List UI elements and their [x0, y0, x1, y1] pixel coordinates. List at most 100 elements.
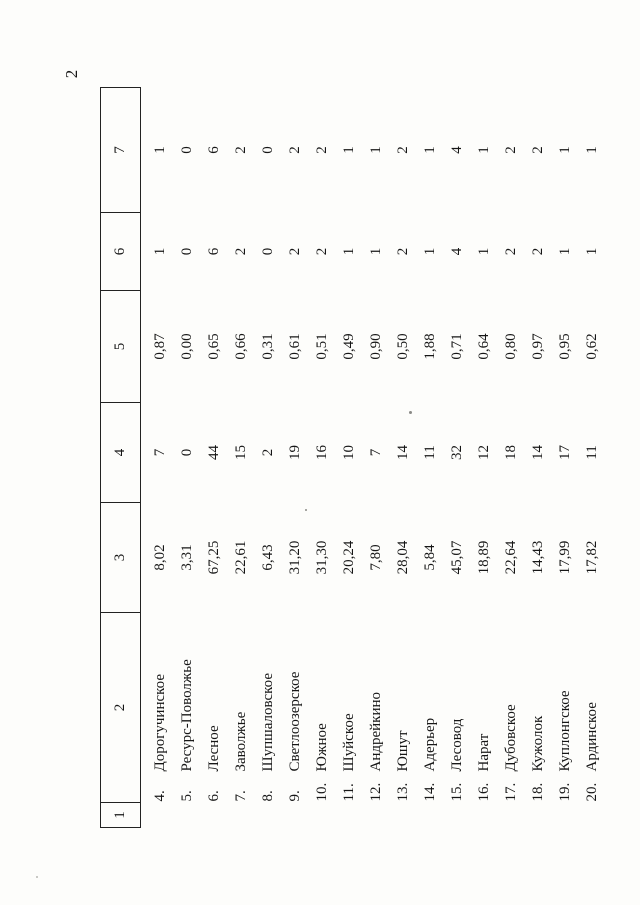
table-row: 14.Адерьер 5,84 11 1,88 1 1	[417, 88, 444, 828]
value-cell-c7: 1	[422, 146, 438, 154]
table-body: 4.Дорогучинское 8,02 7 0,87 1 1 5.Ресурс-Повол…	[141, 88, 607, 828]
table-row: 13. Юшут 28,04 14 0,50 2 2	[390, 88, 417, 828]
col1-empty-cell	[417, 803, 444, 828]
col1-empty-cell	[525, 803, 552, 828]
row-number: 5.	[179, 790, 195, 802]
table-row: 10. Южное 31,30 16 0,51 2 2	[309, 88, 336, 828]
row-name: Кужолок	[530, 715, 546, 772]
value-cell-c7: 1	[557, 146, 573, 154]
value-cell-c5: 0,00	[179, 333, 195, 360]
row-name-cell: 5. Ресурс-Поволжье	[174, 613, 201, 803]
row-name: Юшут	[395, 730, 411, 772]
value-cell-c3: 3,31	[179, 544, 195, 571]
value-cell-c4: 18	[503, 445, 519, 460]
value-cell-c6: 0	[260, 247, 276, 256]
col1-empty-cell	[579, 803, 606, 828]
scan-speckle	[409, 411, 412, 414]
value-cell-c4: 15	[233, 445, 249, 460]
row-number: 20.	[584, 782, 600, 802]
row-name: Куплонгское	[557, 690, 573, 772]
value-cell-c5: 0,66	[233, 333, 249, 360]
value-cell-c5: 0,49	[341, 333, 357, 360]
row-name-cell: 4. Дорогучинское	[141, 613, 175, 803]
value-cell-c4: 44	[206, 445, 222, 460]
table-row: 8. Шупшаловское 6,43 2 0,31 0 0	[255, 88, 282, 828]
col1-empty-cell	[444, 803, 471, 828]
value-cell-c6: 2	[287, 247, 303, 256]
table-row: 4. Дорогучинское 8,02 7 0,87 1 1	[141, 88, 175, 828]
row-number: 8.	[260, 790, 276, 802]
row-number: 15.	[449, 782, 465, 802]
row-number: 14.	[422, 782, 438, 802]
value-cell-c6: 2	[314, 247, 330, 256]
table-header-cell-2: 2	[100, 612, 141, 803]
value-cell-c5: 0,50	[395, 333, 411, 360]
row-name: Южное	[314, 723, 330, 772]
value-cell-c7: 2	[530, 146, 546, 154]
table-header-cell-5: 5	[100, 290, 141, 403]
value-cell-c7: 2	[233, 146, 249, 154]
value-cell-c5: 0,97	[530, 333, 546, 360]
value-cell-c7: 2	[395, 146, 411, 154]
row-number: 16.	[476, 782, 492, 802]
row-number: 10.	[314, 782, 330, 802]
row-name-cell: 15. Лесовод	[444, 613, 471, 803]
value-cell-c4: 7	[152, 448, 168, 457]
value-cell-c5: 0,90	[368, 333, 384, 360]
table-header-cell-6: 6	[100, 212, 141, 291]
value-cell-c7: 1	[152, 146, 168, 154]
row-number: 12.	[368, 782, 384, 802]
table-row: 7. Заволжье 22,61 15 0,66 2 2	[228, 88, 255, 828]
scan-speckle	[36, 876, 38, 878]
row-name: Светлоозерское	[287, 671, 303, 772]
col1-empty-cell	[471, 803, 498, 828]
value-cell-c4: 14	[530, 445, 546, 460]
value-cell-c6: 1	[368, 247, 384, 256]
table-row: 18. Кужолок 14,43 14 0,97 2 2	[525, 88, 552, 828]
value-cell-c7: 2	[503, 146, 519, 154]
value-cell-c4: 12	[476, 445, 492, 460]
row-name: Адерьер	[422, 717, 438, 772]
row-name-cell: 14. Адерьер	[417, 613, 444, 803]
table-row: 19. Куплонгское 17,99 17 0,95 1 1	[552, 88, 579, 828]
row-name-cell: 19. Куплонгское	[552, 613, 579, 803]
table-row: 17. Дубовское 22,64 18 0,80 2 2	[498, 88, 525, 828]
value-cell-c5: 0,51	[314, 333, 330, 360]
value-cell-c6: 2	[395, 247, 411, 256]
value-cell-c6: 4	[449, 247, 465, 256]
value-cell-c3: 18,89	[476, 540, 492, 575]
row-name: Шупшаловское	[260, 672, 276, 772]
row-name-cell: 20. Ардинское	[579, 613, 606, 803]
value-cell-c7: 0	[179, 146, 195, 154]
value-cell-c4: 7	[368, 448, 384, 457]
table-header-cell-4: 4	[100, 402, 141, 503]
row-name: Нарат	[476, 733, 492, 772]
table-row: 20.Ардинское 17,82 11 0,62 1 1	[579, 88, 606, 828]
value-cell-c5: 0,61	[287, 333, 303, 360]
row-name-cell: 7. Заволжье	[228, 613, 255, 803]
value-cell-c3: 7,80	[368, 544, 384, 571]
value-cell-c7: 4	[449, 146, 465, 154]
value-cell-c5: 0,62	[584, 333, 600, 360]
value-cell-c4: 32	[449, 445, 465, 460]
col1-empty-cell	[309, 803, 336, 828]
row-name: Андрейкино	[368, 691, 384, 772]
value-cell-c6: 0	[179, 247, 195, 256]
value-cell-c7: 1	[476, 146, 492, 154]
value-cell-c7: 1	[368, 146, 384, 154]
row-number: 4.	[152, 790, 168, 802]
table-row: 15. Лесовод 45,07 32 0,71 4 4	[444, 88, 471, 828]
value-cell-c5: 0,31	[260, 333, 276, 360]
col1-empty-cell	[390, 803, 417, 828]
value-cell-c3: 45,07	[449, 540, 465, 575]
col1-empty-cell	[336, 803, 363, 828]
table-row: 5. Ресурс-Поволжье 3,31 0 0,00 0 0	[174, 88, 201, 828]
table-row: 9. Светлоозерское 31,20 19 0,61 2 2	[282, 88, 309, 828]
row-name: Лесное	[206, 725, 222, 772]
value-cell-c6: 2	[503, 247, 519, 256]
col1-empty-cell	[228, 803, 255, 828]
value-cell-c3: 8,02	[152, 544, 168, 571]
